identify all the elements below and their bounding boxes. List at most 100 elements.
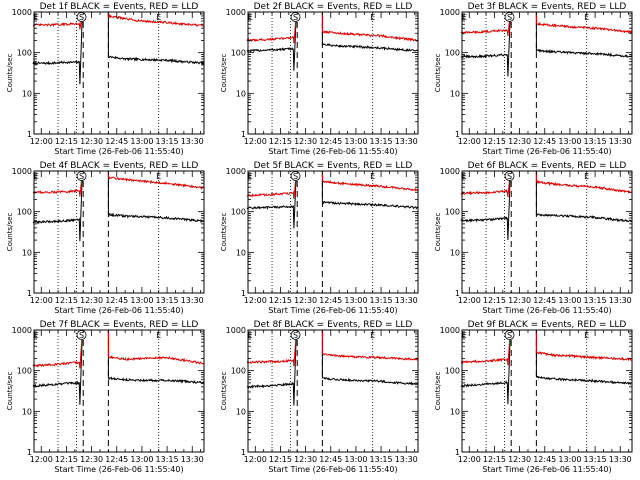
plot-frame xyxy=(247,329,419,453)
panel-title: Det 5f BLACK = Events, RED = LLD xyxy=(254,161,413,171)
x-tick-label: 12:30 xyxy=(294,296,317,305)
x-axis-label: Start Time (26-Feb-06 11:55:40) xyxy=(54,306,183,315)
marker-label: E xyxy=(156,172,161,181)
events-series-line xyxy=(535,171,632,223)
x-axis-label: Start Time (26-Feb-06 11:55:40) xyxy=(268,306,397,315)
x-axis-label: Start Time (26-Feb-06 11:55:40) xyxy=(268,147,397,156)
lld-series-line xyxy=(321,330,418,361)
x-tick-label: 12:00 xyxy=(458,455,481,464)
events-series-line xyxy=(32,329,83,405)
plot-frame xyxy=(33,11,205,135)
plot-frame xyxy=(33,329,205,453)
y-tick-label: 1 xyxy=(455,130,460,139)
panel-title: Det 7f BLACK = Events, RED = LLD xyxy=(40,320,199,330)
marker-label: E xyxy=(248,172,253,181)
x-tick-label: 12:00 xyxy=(30,296,53,305)
panel-title: Det 3f BLACK = Events, RED = LLD xyxy=(468,2,627,12)
x-tick-label: 12:15 xyxy=(483,455,506,464)
x-tick-label: 12:00 xyxy=(30,455,53,464)
events-series-line xyxy=(321,171,418,210)
x-tick-label: 13:30 xyxy=(181,296,204,305)
y-tick-label: 10 xyxy=(22,248,32,257)
y-tick-label: 1000 xyxy=(226,326,246,335)
marker-label: E xyxy=(34,13,39,22)
x-tick-label: 12:15 xyxy=(269,296,292,305)
x-tick-label: 12:15 xyxy=(269,455,292,464)
marker-label: S xyxy=(293,172,298,181)
marker-label: E xyxy=(584,13,589,22)
x-tick-label: 13:00 xyxy=(344,296,367,305)
x-tick-label: 13:30 xyxy=(395,137,418,146)
y-tick-label: 1000 xyxy=(12,167,32,176)
events-series-line xyxy=(246,11,297,71)
x-tick-label: 12:30 xyxy=(508,455,531,464)
y-tick-label: 100 xyxy=(445,367,460,376)
x-tick-label: 13:30 xyxy=(609,296,632,305)
y-tick-label: 10 xyxy=(450,89,460,98)
plot-frame xyxy=(247,11,419,135)
x-tick-label: 12:45 xyxy=(533,137,556,146)
x-tick-label: 13:30 xyxy=(395,296,418,305)
y-axis-label: Counts/sec xyxy=(220,213,228,252)
lld-series-line xyxy=(460,11,511,37)
events-series-line xyxy=(246,170,297,229)
x-tick-label: 12:45 xyxy=(319,296,342,305)
x-tick-label: 13:15 xyxy=(156,296,179,305)
x-axis-label: Start Time (26-Feb-06 11:55:40) xyxy=(54,465,183,474)
y-tick-label: 1 xyxy=(27,448,32,457)
events-series-line xyxy=(107,12,204,66)
x-tick-label: 13:00 xyxy=(558,455,581,464)
events-series-line xyxy=(460,329,511,405)
panel-title: Det 6f BLACK = Events, RED = LLD xyxy=(468,161,627,171)
marker-label: E xyxy=(34,331,39,340)
y-tick-label: 10 xyxy=(236,407,246,416)
marker-label: E xyxy=(248,331,253,340)
lld-series-line xyxy=(535,12,632,35)
x-tick-label: 12:30 xyxy=(80,296,103,305)
lld-series-line xyxy=(460,329,511,366)
marker-label: S xyxy=(79,13,84,22)
marker-label: E xyxy=(370,172,375,181)
marker-label: S xyxy=(293,13,298,22)
y-axis-label: Counts/sec xyxy=(434,54,442,93)
y-axis-label: Counts/sec xyxy=(434,213,442,252)
marker-label: S xyxy=(79,172,84,181)
panel-title: Det 8f BLACK = Events, RED = LLD xyxy=(254,320,413,330)
lld-series-line xyxy=(107,330,204,365)
x-tick-label: 12:45 xyxy=(105,455,128,464)
x-tick-label: 13:30 xyxy=(181,455,204,464)
x-tick-label: 12:45 xyxy=(319,137,342,146)
x-tick-label: 12:15 xyxy=(483,296,506,305)
y-tick-label: 100 xyxy=(17,49,32,58)
panel-title: Det 4f BLACK = Events, RED = LLD xyxy=(40,161,199,171)
y-axis-label: Counts/sec xyxy=(6,372,14,411)
y-tick-label: 1000 xyxy=(226,8,246,17)
events-series-line xyxy=(535,330,632,386)
events-series-line xyxy=(107,330,204,385)
y-axis-label: Counts/sec xyxy=(220,54,228,93)
marker-label: S xyxy=(507,13,512,22)
y-axis-label: Counts/sec xyxy=(220,372,228,411)
y-axis-label: Counts/sec xyxy=(6,213,14,252)
y-tick-label: 10 xyxy=(236,248,246,257)
x-tick-label: 13:00 xyxy=(344,137,367,146)
marker-label: S xyxy=(507,172,512,181)
lld-series-line xyxy=(535,171,632,194)
x-tick-label: 13:15 xyxy=(584,296,607,305)
lld-series-line xyxy=(321,12,418,43)
x-tick-label: 13:30 xyxy=(609,137,632,146)
x-tick-label: 13:15 xyxy=(584,137,607,146)
x-tick-label: 13:30 xyxy=(181,137,204,146)
x-tick-label: 12:15 xyxy=(483,137,506,146)
y-tick-label: 1000 xyxy=(440,8,460,17)
marker-label: S xyxy=(293,331,298,340)
x-tick-label: 12:45 xyxy=(105,296,128,305)
x-tick-label: 12:00 xyxy=(30,137,53,146)
x-tick-label: 12:30 xyxy=(294,455,317,464)
y-axis-label: Counts/sec xyxy=(434,372,442,411)
y-tick-label: 10 xyxy=(450,248,460,257)
x-tick-label: 12:45 xyxy=(105,137,128,146)
